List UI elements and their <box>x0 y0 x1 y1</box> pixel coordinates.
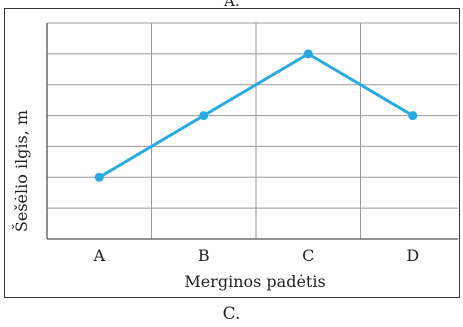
data-point <box>199 111 209 121</box>
x-tick-label: C <box>302 246 314 265</box>
x-tick-labels: A B C D <box>92 246 419 265</box>
x-tick-label: D <box>406 246 419 265</box>
x-tick-label: B <box>198 246 210 265</box>
y-axis-label: Šešėlio ilgis, m <box>11 110 31 232</box>
data-point <box>94 172 104 182</box>
data-series <box>94 49 418 182</box>
x-tick-label: A <box>92 246 105 265</box>
series-line <box>98 52 414 179</box>
data-point <box>408 111 418 121</box>
line-chart: A B C D Merginos padėtis Šešėlio ilgis, m <box>11 22 463 291</box>
data-point <box>303 49 313 59</box>
axes <box>46 23 463 240</box>
figure-caption: C. <box>222 304 241 324</box>
x-axis-label: Merginos padėtis <box>184 272 325 291</box>
top-panel-label: A. <box>224 0 240 10</box>
grid <box>47 22 463 240</box>
chart-frame: A B C D Merginos padėtis Šešėlio ilgis, m <box>4 8 463 298</box>
